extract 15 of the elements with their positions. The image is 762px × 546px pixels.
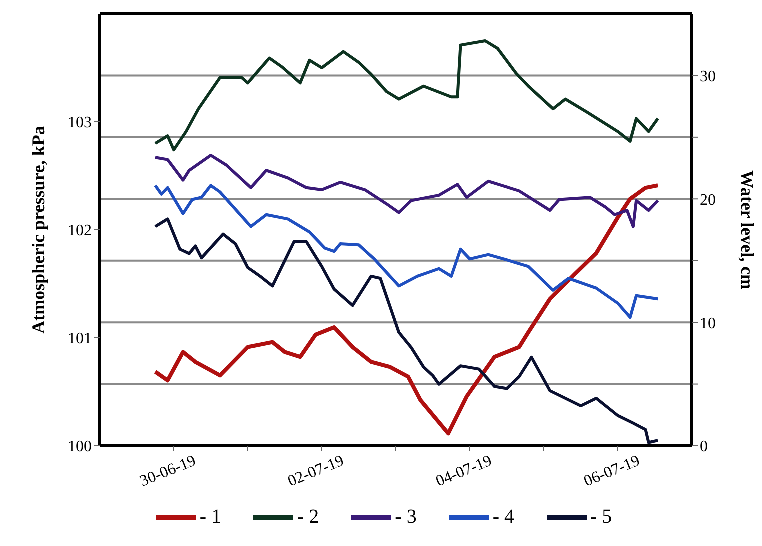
legend-label: - 2 [297,506,320,528]
y2-axis-title: Water level, cm [738,170,758,290]
y-tick-label: 102 [68,222,92,240]
legend-label: - 4 [492,506,514,528]
y2-tick-label: 0 [700,438,708,456]
y2-tick-label: 20 [700,192,716,209]
y-tick-label: 100 [68,438,92,456]
legend-label: - 3 [395,506,417,528]
y-axis-title: Atmospheric pressure, kPa [28,126,48,334]
legend-label: - 1 [200,506,222,528]
y2-tick-label: 30 [700,68,716,86]
y-tick-label: 101 [68,330,92,348]
y2-tick-label: 10 [700,315,716,332]
y-tick-label: 103 [68,114,92,132]
legend-label: - 5 [590,506,612,528]
